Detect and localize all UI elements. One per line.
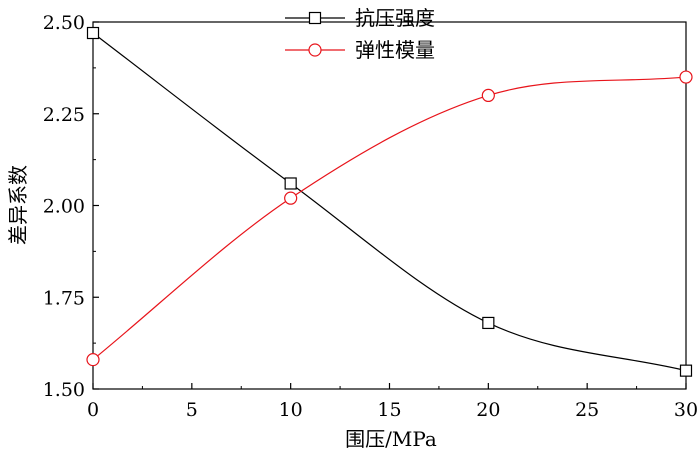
y-tick-label: 1.50 [43, 379, 85, 401]
legend-marker-circle [308, 43, 322, 57]
y-axis-title: 差异系数 [6, 165, 30, 245]
axes: 0 5 10 15 20 25 30 1.50 1.75 2.00 2.25 2.50 [43, 12, 698, 421]
x-axis-title: 围压/MPa [345, 427, 437, 451]
x-tick-label: 20 [476, 399, 500, 421]
data-point-circle [481, 88, 495, 103]
data-point-circle [284, 191, 298, 205]
x-tick-label: 25 [575, 399, 599, 421]
data-point-circle [86, 353, 100, 367]
plot-frame [92, 21, 687, 390]
legend-marker-square [308, 11, 322, 25]
series-1 [86, 26, 693, 377]
legend-label: 弹性模量 [355, 38, 435, 62]
data-point-circle [679, 70, 693, 84]
series-2 [86, 70, 693, 367]
y-tick-label: 2.00 [43, 196, 85, 218]
data-point-square [284, 177, 297, 190]
x-tick-label: 5 [186, 399, 198, 421]
y-tick-label: 2.25 [43, 104, 85, 126]
series-group [86, 26, 693, 377]
y-tick-label: 1.75 [43, 287, 85, 309]
y-tick-label: 2.50 [43, 12, 85, 34]
data-point-square [679, 364, 693, 377]
data-point-square [86, 26, 100, 40]
series-line [92, 32, 687, 372]
legend-item-1: 抗压强度 [285, 6, 435, 30]
legend-item-2: 弹性模量 [285, 38, 435, 62]
x-tick-label: 15 [377, 399, 401, 421]
x-tick-label: 0 [87, 399, 99, 421]
legend-label: 抗压强度 [355, 6, 435, 30]
x-tick-label: 30 [674, 399, 698, 421]
series-line [92, 76, 687, 361]
data-point-square [482, 316, 495, 330]
x-tick-label: 10 [279, 399, 303, 421]
